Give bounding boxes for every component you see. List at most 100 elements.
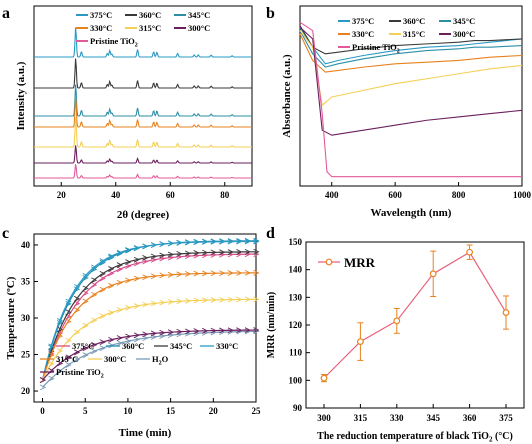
panel-c-marker bbox=[125, 259, 132, 265]
panel-c-marker bbox=[133, 332, 140, 339]
panel-c-marker bbox=[133, 275, 140, 282]
panel-c-marker bbox=[73, 329, 81, 336]
panel-c-marker bbox=[82, 290, 89, 297]
panel-d-plot-area bbox=[320, 244, 510, 383]
panel-c-marker bbox=[184, 253, 192, 260]
panel-c-marker bbox=[236, 251, 243, 258]
panel-c-marker bbox=[125, 304, 132, 311]
panel-c-marker bbox=[56, 348, 64, 354]
legend-c-345-label: 345°C bbox=[170, 341, 192, 351]
panel-d-y-tick-label: 150 bbox=[289, 237, 303, 247]
legend-c-h2o-sub: 2 bbox=[159, 361, 162, 367]
panel-c-marker bbox=[159, 241, 166, 248]
panel-b-x-label: Wavelength (nm) bbox=[371, 207, 452, 219]
panel-c-marker bbox=[108, 266, 115, 272]
panel-c-marker bbox=[99, 313, 106, 320]
panel-c-marker bbox=[82, 352, 89, 359]
legend-c-315: 315°C bbox=[40, 354, 78, 364]
panel-c-marker bbox=[133, 244, 140, 251]
panel-d-point bbox=[357, 338, 364, 346]
panel-c-marker bbox=[99, 339, 106, 346]
panel-b-x-ticks: 400 600 800 1000 bbox=[325, 182, 532, 200]
panel-c-marker bbox=[142, 335, 149, 342]
panel-c-marker bbox=[244, 270, 251, 276]
panel-c-ticks: 0 5 10 15 20 25 20 25 30 35 40 bbox=[21, 240, 261, 416]
panel-c-x-tick-label: 25 bbox=[252, 406, 262, 416]
panel-c-marker bbox=[202, 297, 209, 304]
panel-d-x-label-main: The reduction temperature of black TiO bbox=[317, 431, 489, 442]
legend-c-360: 360°C bbox=[106, 341, 144, 351]
panel-c-marker bbox=[184, 330, 192, 337]
panel-a-series-0 bbox=[34, 27, 252, 58]
panel-c-y-tick-label: 20 bbox=[21, 386, 31, 396]
panel-b-frame bbox=[299, 5, 523, 187]
panel-b-x-tick-label: 800 bbox=[452, 190, 466, 200]
panel-label-d: d bbox=[266, 225, 275, 242]
panel-c-marker bbox=[159, 329, 166, 336]
panel-c-marker bbox=[159, 272, 166, 279]
panel-b-legend: 375°C 360°C 345°C 330°C 315°C 300°C Pris… bbox=[352, 16, 475, 55]
panel-d-ticks: 90 100 110 120 130 140 150 300 315 330 345 360 375 bbox=[289, 237, 514, 423]
panel-c-marker bbox=[167, 251, 175, 258]
panel-c-x-tick-label: 10 bbox=[123, 406, 133, 416]
panel-c-marker bbox=[219, 296, 226, 303]
panel-c-marker bbox=[236, 249, 243, 255]
panel-d-y-label: MRR (nm/min) bbox=[266, 292, 277, 358]
panel-c-marker bbox=[91, 341, 98, 348]
legend-a-pristine-sub: 2 bbox=[135, 43, 138, 49]
panel-c-marker bbox=[48, 375, 55, 382]
panel-b-series-2 bbox=[299, 30, 523, 68]
panel-c-series-5 bbox=[42, 298, 257, 381]
panel-c-marker bbox=[227, 238, 234, 245]
panel-c-marker bbox=[125, 247, 132, 254]
panel-c-marker bbox=[82, 273, 89, 279]
panel-c-marker bbox=[253, 327, 260, 333]
panel-c-marker bbox=[167, 298, 175, 305]
panel-b-series-4 bbox=[299, 30, 523, 106]
panel-d-x-label-tail: (°C) bbox=[492, 431, 512, 442]
panel-c-marker bbox=[227, 249, 234, 255]
panel-a-series-3 bbox=[34, 97, 252, 128]
panel-d-y-tick-label: 90 bbox=[293, 403, 303, 413]
panel-a-x-label: 2θ (degree) bbox=[117, 209, 170, 221]
panel-b-x-tick-label: 400 bbox=[325, 190, 339, 200]
panel-c-marker bbox=[176, 250, 183, 257]
legend-c-pristine: Pristine TiO2 bbox=[40, 367, 104, 380]
panel-d-x-tick-label: 360 bbox=[463, 413, 477, 423]
panel-c-marker bbox=[125, 338, 132, 345]
panel-c-marker bbox=[219, 249, 226, 256]
panel-c-plot-area bbox=[39, 237, 260, 391]
panel-c-marker bbox=[142, 255, 149, 261]
panel-c-marker bbox=[142, 301, 149, 308]
panel-c-marker bbox=[184, 271, 192, 277]
panel-c-marker bbox=[150, 242, 158, 248]
panel-c-marker bbox=[236, 296, 243, 303]
panel-d-point bbox=[466, 248, 474, 256]
legend-a-pristine-main: Pristine TiO bbox=[90, 36, 135, 46]
panel-c-marker bbox=[150, 253, 158, 260]
panel-a-series-1 bbox=[34, 58, 252, 89]
legend-b-375: 375°C bbox=[352, 16, 374, 26]
panel-c-marker bbox=[159, 299, 166, 306]
panel-c-marker bbox=[184, 297, 192, 304]
panel-c-marker bbox=[202, 327, 209, 334]
legend-a-345: 345°C bbox=[188, 10, 210, 20]
legend-d-mrr-label: MRR bbox=[344, 255, 376, 270]
panel-label-a: a bbox=[2, 5, 10, 22]
panel-b-series-6 bbox=[299, 21, 522, 178]
panel-b-series-1 bbox=[299, 25, 523, 55]
panel-c-marker bbox=[244, 296, 251, 303]
panel-c-marker bbox=[142, 274, 149, 281]
panel-c-chart: 0 5 10 15 20 25 20 25 30 35 40 375°C 360°C 345°C 3… bbox=[5, 233, 261, 439]
legend-c-315-label: 315°C bbox=[56, 354, 78, 364]
panel-c-marker bbox=[91, 348, 98, 355]
panel-c-marker bbox=[56, 318, 64, 324]
panel-c-marker bbox=[150, 273, 158, 280]
panel-d-point bbox=[429, 270, 437, 278]
panel-c-x-tick-label: 20 bbox=[209, 406, 219, 416]
panel-c-marker bbox=[116, 250, 123, 257]
panel-c-marker bbox=[244, 238, 251, 245]
panel-c-y-label: Temperature (ºC) bbox=[5, 276, 17, 359]
panel-c-marker bbox=[99, 270, 106, 277]
panel-a-x-tick-label: 80 bbox=[220, 190, 230, 200]
